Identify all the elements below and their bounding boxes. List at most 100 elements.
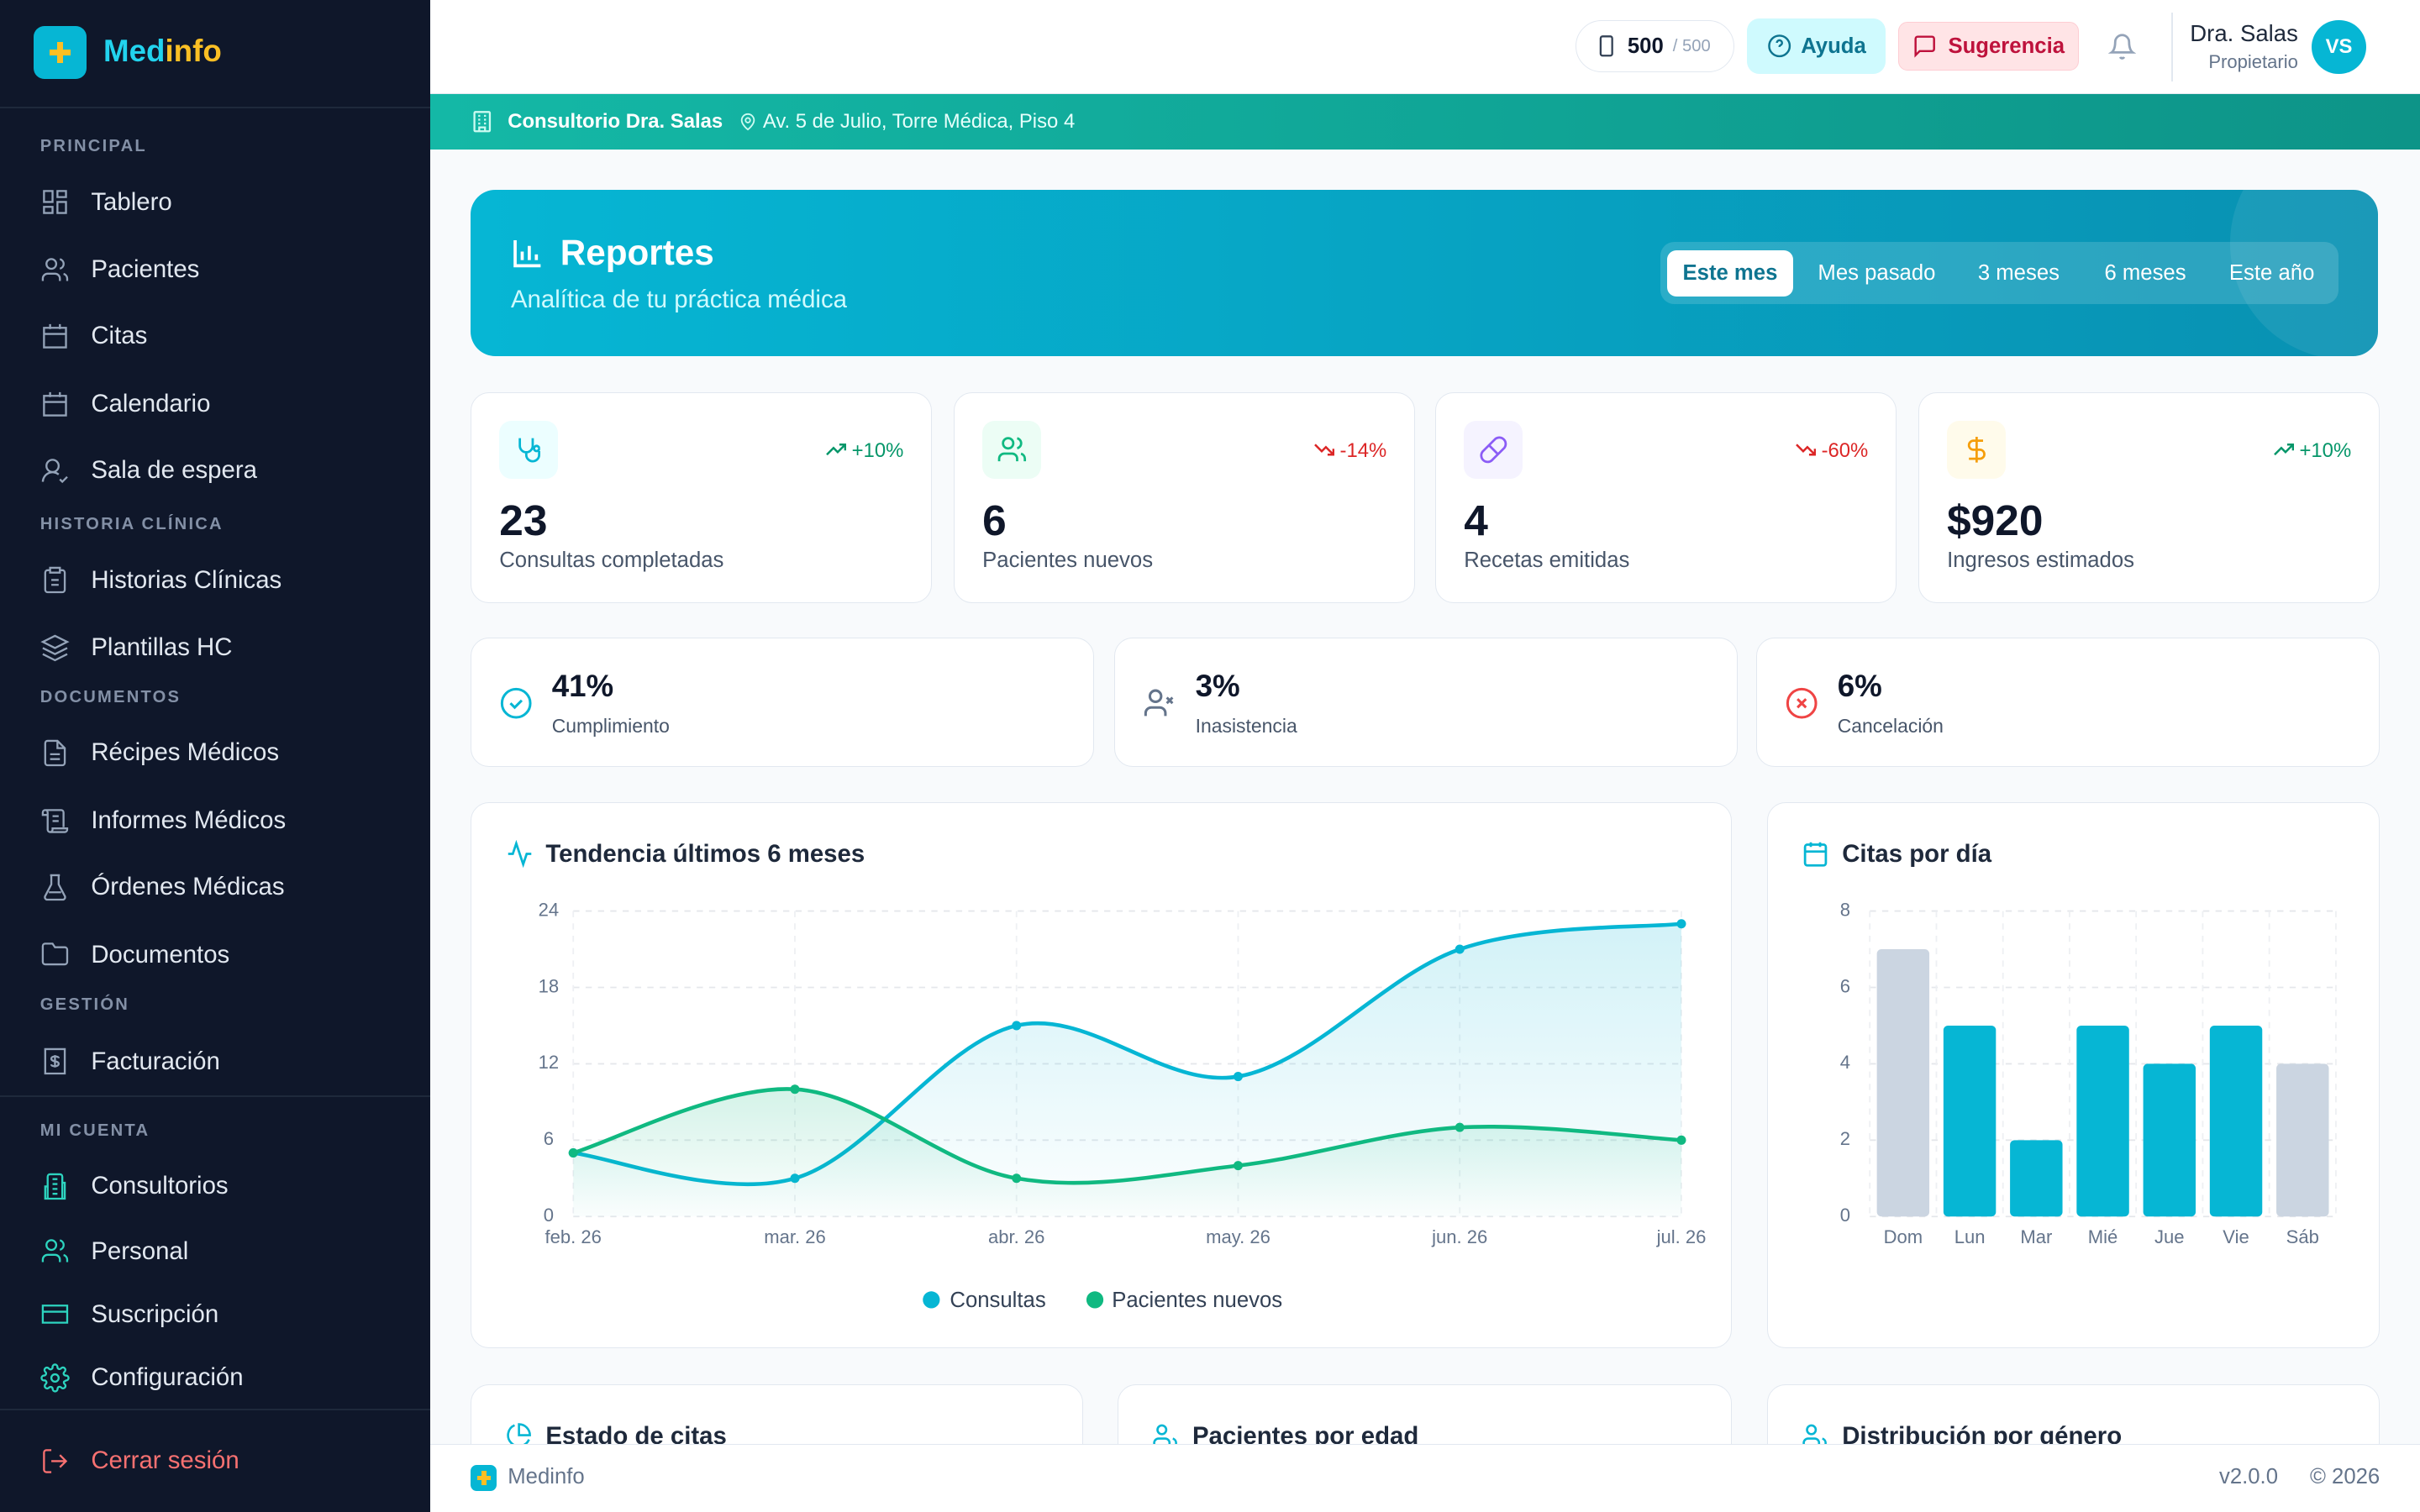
kpi-value: $920: [1947, 495, 2044, 544]
kpi-icon: [982, 420, 1041, 480]
nav-label: Tablero: [91, 187, 172, 216]
x-tick-label: feb. 26: [545, 1226, 602, 1247]
trend-icon: [826, 444, 847, 456]
icon: [44, 739, 66, 767]
x-tick-label: jul. 26: [1656, 1226, 1707, 1247]
nav-item[interactable]: Citas: [40, 318, 147, 354]
avatar[interactable]: VS: [2312, 19, 2366, 75]
x-tick-label: Vie: [2223, 1226, 2249, 1247]
user-name: Dra. Salas: [2190, 19, 2298, 46]
nav-item[interactable]: Facturación: [40, 1043, 220, 1080]
suggest-label: Sugerencia: [1948, 34, 2065, 58]
icon: [42, 391, 67, 417]
nav-item[interactable]: Tablero: [40, 184, 172, 221]
period-tab[interactable]: Este mes: [1666, 249, 1794, 297]
rate-icon: [1144, 689, 1174, 716]
card-icon: [1802, 1424, 1828, 1445]
kpi-trend-value: -60%: [1821, 438, 1869, 462]
help-label: Ayuda: [1801, 34, 1866, 58]
days-card: Citas por día 0 2 4 6 8 Dom Lun Mar Mié Jue Vie Sáb: [1767, 802, 2381, 1349]
period-tab[interactable]: Este año: [2228, 260, 2315, 285]
nav-item[interactable]: Calendario: [40, 386, 210, 423]
bar: [1943, 1026, 1996, 1217]
nav-item[interactable]: Personal: [40, 1233, 188, 1270]
rate-value: 3%: [1195, 669, 1240, 704]
rate-label: Cancelación: [1837, 715, 1944, 738]
nav-item[interactable]: Configuración: [40, 1359, 244, 1396]
trend-icon: [1314, 444, 1335, 456]
section-title: PRINCIPAL: [39, 137, 147, 156]
sidebar: Medinfo Cerrar sesión PRINCIPAL Tablero Pa…: [0, 0, 431, 1512]
help-button[interactable]: Ayuda: [1747, 18, 1886, 75]
nav-item[interactable]: Consultorios: [40, 1168, 229, 1205]
clinic-name: Consultorio Dra. Salas: [508, 110, 723, 134]
kpi-icon: [1464, 420, 1523, 480]
y-tick-label: 0: [1840, 1205, 1850, 1226]
period-tabs: Este mes Mes pasado 3 meses 6 meses Este año: [1660, 242, 2338, 304]
y-tick-label: 18: [539, 975, 560, 996]
clinic-bar: Consultorio Dra. Salas Av. 5 de Julio, T…: [430, 94, 2420, 150]
legend-swatch: [1086, 1291, 1104, 1309]
kpi-label: Ingresos estimados: [1947, 549, 2134, 573]
divider: [0, 1095, 431, 1097]
nav-label: Configuración: [91, 1363, 244, 1392]
credits-total: / 500: [1672, 36, 1711, 55]
kpi-value: 4: [1464, 495, 1488, 544]
icon: [42, 190, 67, 214]
nav-item[interactable]: Órdenes Médicas: [40, 869, 285, 906]
nav-item[interactable]: Suscripción: [40, 1296, 218, 1333]
period-tab[interactable]: Mes pasado: [1818, 260, 1936, 285]
footer: Medinfo v2.0.0 © 2026: [430, 1444, 2420, 1512]
kpi-label: Recetas emitidas: [1464, 549, 1630, 573]
nav-item[interactable]: Sala de espera: [40, 452, 257, 489]
y-tick-label: 0: [544, 1205, 554, 1226]
calendar-icon: [1804, 842, 1828, 867]
kpi-trend: +10%: [826, 439, 903, 463]
kpi-trend: -60%: [1796, 439, 1868, 463]
period-tab[interactable]: 6 meses: [2104, 260, 2186, 285]
bar: [2276, 1063, 2329, 1217]
icon: [41, 458, 68, 483]
footer-copyright: © 2026: [2309, 1465, 2381, 1489]
icon: [41, 1305, 68, 1325]
nav-item[interactable]: Informes Médicos: [40, 802, 286, 839]
trend-card: Tendencia últimos 6 meses 0 6 12 18 24 feb. 2…: [471, 802, 1732, 1349]
logout[interactable]: Cerrar sesión: [40, 1442, 239, 1479]
period-tab[interactable]: 3 meses: [1977, 260, 2060, 285]
y-tick-label: 6: [1840, 975, 1850, 996]
kpi-trend-value: +10%: [2299, 438, 2352, 462]
icon: [44, 566, 66, 594]
suggest-button[interactable]: Sugerencia: [1898, 21, 2080, 71]
footer-logo: [471, 1465, 497, 1492]
icon: [40, 634, 70, 662]
kpi-trend: +10%: [2274, 439, 2351, 463]
footer-brand: Medinfo: [508, 1465, 585, 1489]
bar: [2076, 1026, 2129, 1217]
nav-label: Órdenes Médicas: [91, 873, 285, 901]
nav-item[interactable]: Récipes Médicos: [40, 734, 279, 771]
nav-item[interactable]: Pacientes: [40, 251, 199, 288]
kpi-trend: -14%: [1314, 439, 1386, 463]
nav-label: Consultorios: [91, 1172, 229, 1200]
credits-pill[interactable]: 500 / 500: [1576, 19, 1735, 73]
nav-label: Historias Clínicas: [91, 565, 282, 594]
nav-item[interactable]: Historias Clínicas: [40, 562, 282, 599]
legend-swatch: [923, 1291, 940, 1309]
legend-label: Consultas: [950, 1289, 1046, 1312]
nav-item[interactable]: Plantillas HC: [40, 629, 233, 666]
point: [1455, 1122, 1465, 1132]
chart-title: Tendencia últimos 6 meses: [545, 840, 865, 869]
rate-icon: [501, 687, 532, 719]
section-title: HISTORIA CLÍNICA: [39, 515, 224, 534]
icon: [44, 874, 66, 900]
brand[interactable]: Medinfo: [103, 34, 222, 69]
nav-item[interactable]: Documentos: [40, 937, 229, 974]
y-tick-label: 6: [544, 1128, 554, 1149]
y-tick-label: 8: [1840, 899, 1850, 920]
bell-icon[interactable]: [2107, 33, 2137, 60]
divider: [0, 1408, 431, 1410]
rate-card: 41% Cumplimiento: [471, 637, 1095, 767]
point: [1676, 1135, 1686, 1145]
point: [1234, 1161, 1244, 1171]
